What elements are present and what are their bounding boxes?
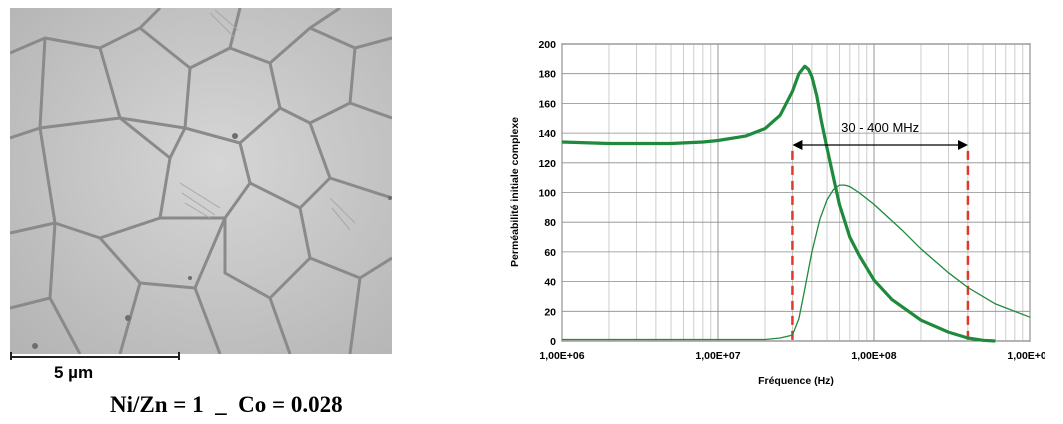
x-axis-title: Fréquence (Hz) [758,375,834,387]
series-line-1 [561,64,996,343]
y-tick-label: 100 [538,188,556,200]
series-line-2 [562,184,1031,341]
grid-major [561,43,1031,342]
y-tick-label: 0 [550,336,556,348]
scale-bar [10,356,180,358]
y-tick-label: 40 [544,277,556,289]
y-tick-label: 160 [538,98,556,110]
y-tick-label: 180 [538,69,556,81]
x-tick-label: 1,00E+08 [851,350,896,362]
range-label: 30 - 400 MHz [841,120,919,135]
y-tick-label: 140 [538,128,556,140]
scale-bar-tick-right [178,352,180,360]
scale-bar-tick-left [10,352,12,360]
x-tick-label: 1,00E+07 [695,350,740,362]
y-tick-label: 200 [538,39,556,51]
y-tick-label: 20 [544,306,556,318]
scale-label: 5 µm [54,363,94,382]
x-tick-label: 1,00E+09 [1007,350,1045,362]
y-tick-labels: 0 20 40 60 80 100 120 140 160 180 200 [538,39,556,348]
annotation-layer: 30 - 400 MHz [792,120,968,150]
permeability-chart: 30 - 400 MHz 0 20 40 60 80 100 120 140 160 180 200… [509,39,1045,387]
composition-label: Ni/Zn = 1 _ Co = 0.028 [110,392,343,417]
y-tick-label: 60 [544,247,556,259]
y-tick-label: 80 [544,217,556,229]
sem-micrograph [10,8,392,354]
series-layer [561,64,1031,343]
grain-structure-image [10,8,392,354]
x-tick-labels: 1,00E+06 1,00E+07 1,00E+08 1,00E+09 [539,350,1045,362]
x-tick-label: 1,00E+06 [539,350,584,362]
y-axis-title: Perméabilité initiale complexe [509,117,521,267]
y-tick-label: 120 [538,158,556,170]
reference-lines [791,150,970,341]
